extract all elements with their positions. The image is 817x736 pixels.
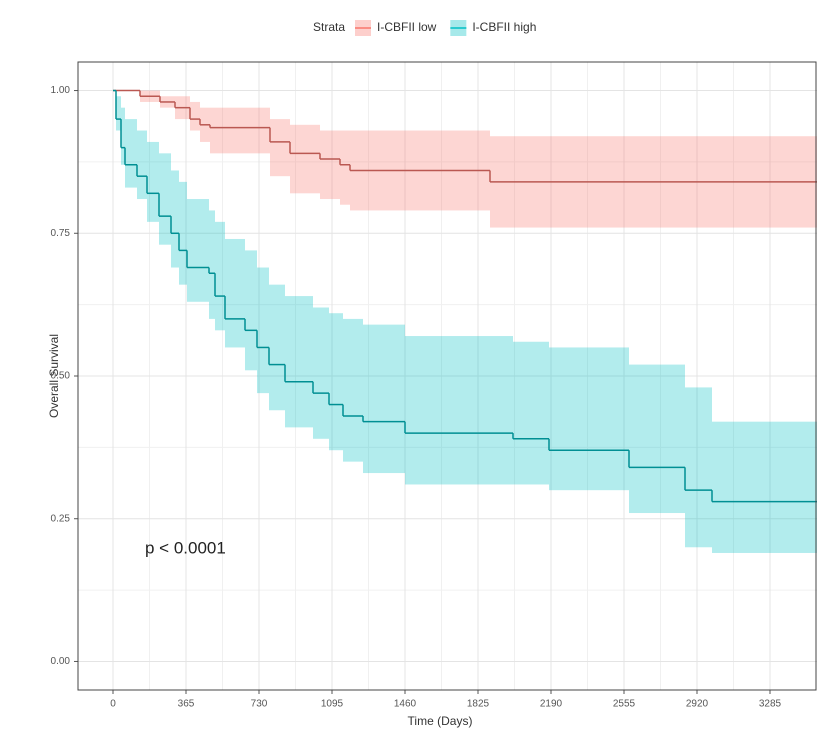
confidence-band bbox=[340, 130, 350, 205]
confidence-band bbox=[290, 124, 320, 194]
x-tick-label: 3285 bbox=[759, 699, 782, 710]
x-tick-label: 1460 bbox=[394, 699, 417, 710]
confidence-band bbox=[245, 250, 257, 371]
confidence-band bbox=[712, 421, 817, 553]
y-axis-label: Overall Survival bbox=[47, 334, 61, 418]
confidence-band bbox=[179, 181, 187, 285]
confidence-band bbox=[210, 107, 270, 154]
confidence-band bbox=[121, 107, 125, 165]
confidence-band bbox=[137, 130, 147, 200]
survival-curve bbox=[113, 89, 817, 228]
confidence-band bbox=[685, 387, 712, 548]
legend-label: I-CBFII low bbox=[377, 20, 437, 34]
confidence-band bbox=[269, 284, 285, 411]
confidence-band bbox=[629, 364, 685, 514]
confidence-band bbox=[343, 318, 363, 462]
confidence-band bbox=[285, 296, 313, 428]
x-tick-label: 2555 bbox=[613, 699, 636, 710]
x-tick-label: 1095 bbox=[321, 699, 344, 710]
confidence-band bbox=[270, 119, 290, 177]
y-tick-label: 0.00 bbox=[51, 656, 71, 667]
confidence-band bbox=[209, 210, 215, 319]
confidence-band bbox=[190, 101, 200, 131]
confidence-band bbox=[549, 347, 629, 491]
confidence-band bbox=[363, 324, 405, 474]
confidence-band bbox=[225, 238, 245, 348]
y-tick-label: 0.25 bbox=[51, 513, 71, 524]
x-tick-label: 1825 bbox=[467, 699, 490, 710]
confidence-band bbox=[405, 336, 513, 485]
confidence-band bbox=[116, 96, 121, 131]
confidence-band bbox=[329, 313, 343, 451]
legend-title: Strata bbox=[313, 20, 345, 34]
plot-border bbox=[77, 61, 817, 691]
confidence-band bbox=[159, 153, 171, 245]
confidence-band bbox=[257, 267, 269, 394]
x-tick-label: 0 bbox=[110, 699, 116, 710]
annotation: p < 0.0001 bbox=[145, 538, 226, 557]
confidence-band bbox=[125, 119, 137, 188]
x-tick-label: 2920 bbox=[686, 699, 709, 710]
confidence-band bbox=[320, 130, 340, 200]
legend-label: I-CBFII high bbox=[472, 20, 536, 34]
y-tick-label: 0.50 bbox=[51, 371, 71, 382]
confidence-band bbox=[171, 170, 179, 268]
x-tick-label: 365 bbox=[178, 699, 195, 710]
y-tick-label: 1.00 bbox=[51, 85, 71, 96]
x-axis-label: Time (Days) bbox=[408, 714, 473, 728]
x-tick-label: 2190 bbox=[540, 699, 563, 710]
confidence-band bbox=[215, 221, 225, 331]
y-tick-label: 0.75 bbox=[51, 228, 71, 239]
confidence-band bbox=[513, 341, 549, 485]
confidence-band bbox=[187, 199, 209, 302]
confidence-band bbox=[313, 307, 329, 439]
confidence-band bbox=[147, 141, 159, 222]
survival-curve bbox=[113, 89, 817, 553]
x-tick-label: 730 bbox=[251, 699, 268, 710]
